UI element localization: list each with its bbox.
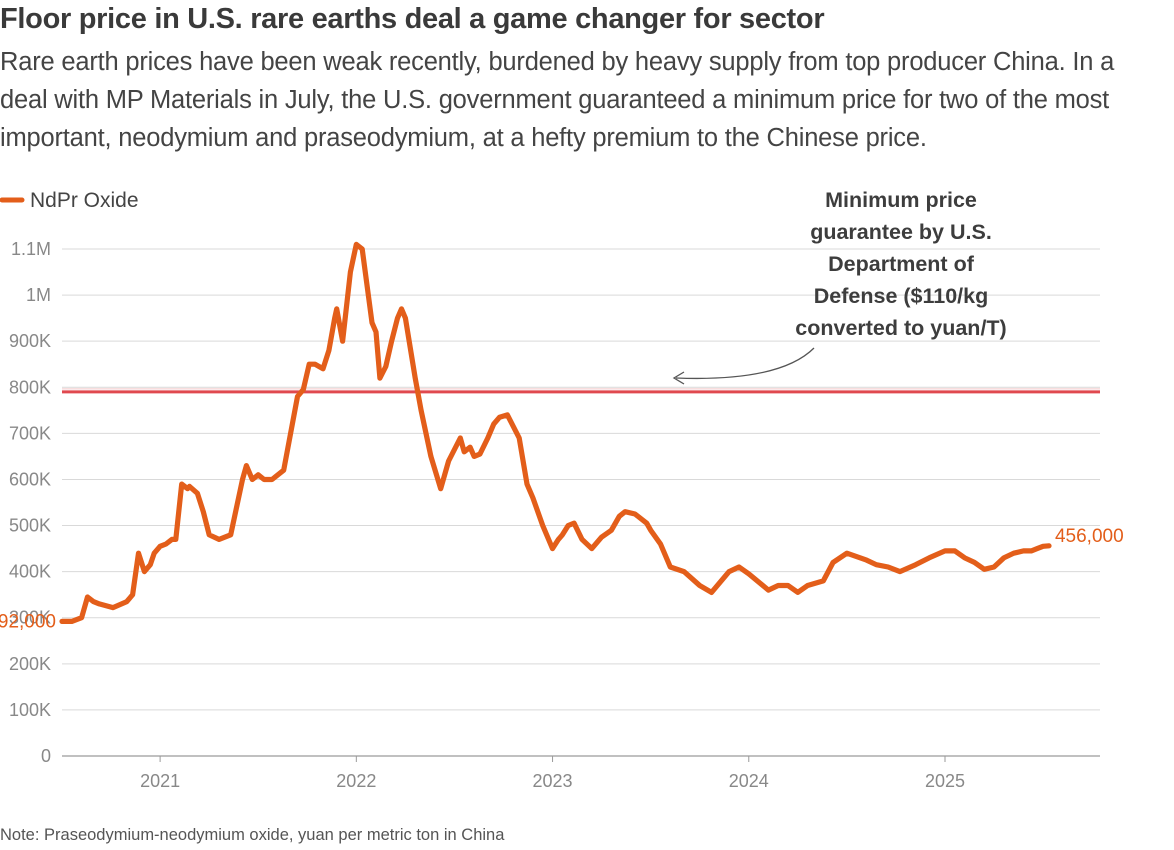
y-tick-label: 400K xyxy=(9,562,51,582)
y-tick-label: 300K xyxy=(9,608,51,628)
chart-subtitle: Rare earth prices have been weak recentl… xyxy=(0,48,1115,152)
series-layer xyxy=(59,241,1052,624)
x-tick-label: 2022 xyxy=(336,771,376,791)
legend: NdPr Oxide xyxy=(0,189,139,212)
grid-layer xyxy=(62,248,1100,757)
y-tick-label: 100K xyxy=(9,700,51,720)
reference-layer: Minimum price guarantee by U.S. Department… xyxy=(62,188,1100,394)
label-layer: 292,000 456,000 xyxy=(0,526,1124,633)
x-tick-label: 2024 xyxy=(729,771,769,791)
x-tick-label: 2025 xyxy=(925,771,965,791)
reference-annotation-line: guarantee by U.S. xyxy=(810,220,992,244)
y-tick-label: 500K xyxy=(9,516,51,536)
last-value-label: 456,000 xyxy=(1055,526,1124,547)
axis-layer: 0 100K 200K 300K 400K 500K 600K 700K 800K 900K 1M 1… xyxy=(9,239,965,791)
reference-annotation-line: converted to yuan/T) xyxy=(795,316,1006,340)
y-tick-label: 1.1M xyxy=(11,239,51,259)
y-tick-label: 800K xyxy=(9,377,51,397)
chart-headline: Floor price in U.S. rare earths deal a g… xyxy=(0,3,825,35)
annotation-arrow xyxy=(675,347,815,380)
x-tick-label: 2023 xyxy=(533,771,573,791)
y-tick-label: 0 xyxy=(41,746,51,766)
y-tick-label: 1M xyxy=(26,285,51,305)
y-tick-label: 900K xyxy=(9,331,51,351)
reference-annotation-line: Department of xyxy=(828,252,975,276)
chart-note: Note: Praseodymium-neodymium oxide, yuan… xyxy=(0,826,505,844)
x-tick-label: 2021 xyxy=(140,771,180,791)
first-value-label: 292,000 xyxy=(0,611,56,632)
reference-annotation-line: Minimum price xyxy=(825,188,977,212)
reference-annotation-line: Defense ($110/kg xyxy=(814,284,989,308)
y-tick-label: 700K xyxy=(9,423,51,443)
annotation-arrowhead xyxy=(672,371,685,385)
series-line-ndpr-oxide xyxy=(59,241,1052,624)
y-tick-label: 600K xyxy=(9,469,51,489)
legend-label: NdPr Oxide xyxy=(30,189,139,212)
y-tick-label: 200K xyxy=(9,654,51,674)
